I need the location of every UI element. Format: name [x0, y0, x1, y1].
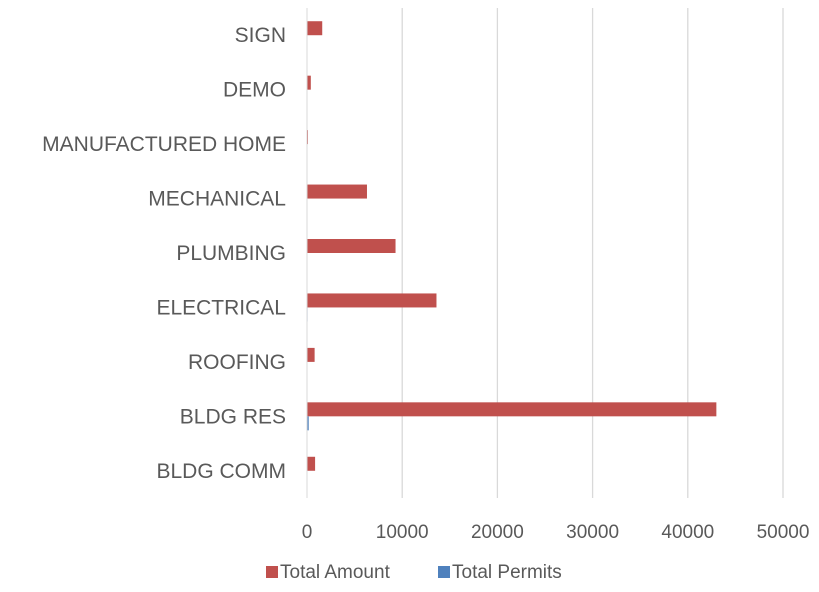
x-tick-labels: 0 10000 20000 30000 40000 50000 — [302, 522, 810, 543]
x-tick-label: 50000 — [757, 522, 810, 543]
bar-total-amount — [307, 184, 367, 199]
legend-label: Total Permits — [452, 562, 562, 583]
bar-total-amount — [307, 293, 437, 308]
category-label: ELECTRICAL — [156, 296, 286, 319]
bar-total-amount — [307, 21, 323, 36]
bar-total-amount — [307, 347, 315, 362]
legend-swatch — [266, 566, 278, 578]
x-tick-label: 40000 — [661, 522, 714, 543]
bar-total-permits — [307, 416, 309, 431]
category-label: SIGN — [235, 24, 286, 47]
category-label: MECHANICAL — [148, 188, 286, 211]
category-label: BLDG COMM — [156, 460, 286, 483]
legend-swatch — [438, 566, 450, 578]
bar-total-amount — [307, 456, 316, 471]
bar-total-amount — [307, 75, 311, 90]
gridlines — [401, 8, 784, 498]
category-labels: SIGN DEMO MANUFACTURED HOME MECHANICAL PLUMB… — [42, 24, 286, 483]
bar-total-amount — [307, 402, 717, 417]
legend: Total Amount Total Permits — [266, 562, 562, 583]
category-label: ROOFING — [188, 351, 286, 374]
x-tick-label: 0 — [302, 522, 313, 543]
x-tick-label: 20000 — [471, 522, 524, 543]
category-label: MANUFACTURED HOME — [42, 133, 286, 156]
bar-total-amount — [307, 239, 396, 253]
category-label: DEMO — [223, 79, 286, 102]
category-label: BLDG RES — [180, 405, 286, 428]
legend-label: Total Amount — [280, 562, 391, 583]
x-tick-label: 30000 — [566, 522, 619, 543]
bars — [307, 21, 717, 485]
category-label: PLUMBING — [176, 242, 286, 265]
x-tick-label: 10000 — [376, 522, 429, 543]
